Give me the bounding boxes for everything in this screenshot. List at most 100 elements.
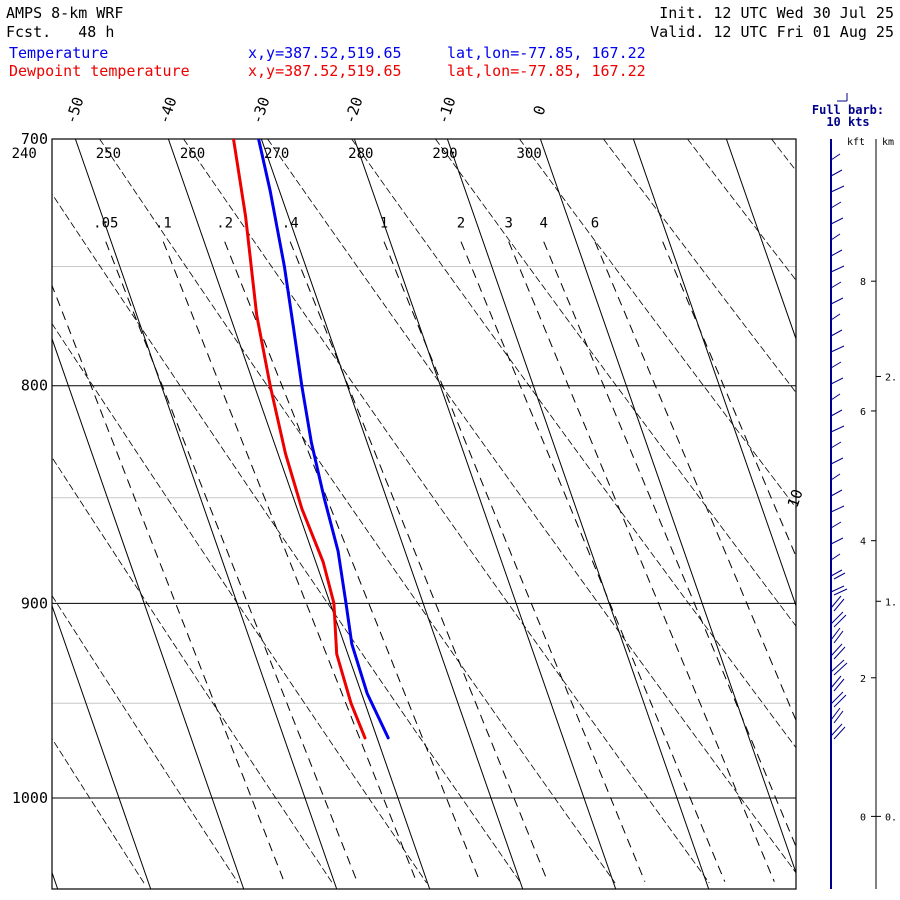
- wind-barb: [830, 345, 845, 353]
- theta-label: 250: [96, 146, 121, 162]
- wind-barb: [830, 553, 841, 561]
- wind-barb: [830, 611, 844, 625]
- wind-barb: [830, 627, 841, 641]
- isotherm: [725, 139, 796, 341]
- mixing-ratio-line: [224, 241, 481, 882]
- dewpoint-profile: [232, 139, 367, 740]
- wind-barb: [830, 457, 844, 465]
- wind-barb: [830, 233, 841, 241]
- mixing-ratio-line: [594, 241, 796, 722]
- mixing-ratio-line: [662, 241, 796, 558]
- wind-barb: [830, 153, 841, 161]
- wind-barb: [830, 505, 845, 513]
- dry-adiabat: [771, 139, 796, 172]
- kft-tick-label: 8: [860, 277, 866, 288]
- isotherm: [353, 139, 617, 889]
- kft-tick-label: 0: [860, 812, 866, 823]
- isotherm-label: -10: [434, 95, 460, 126]
- wind-barb: [830, 185, 845, 193]
- wind-barb: [830, 313, 841, 321]
- wind-barb: [830, 707, 841, 721]
- isotherm: [260, 139, 524, 889]
- dry-adiabat: [603, 139, 796, 394]
- isotherm: [539, 139, 796, 875]
- isotherm: [52, 604, 152, 889]
- isotherm-label: 10: [784, 487, 807, 510]
- wind-barb: [830, 265, 845, 273]
- mixing-ratio-label: 3: [504, 216, 512, 232]
- dry-adiabat: [99, 139, 616, 884]
- mixing-ratio-label: 1: [380, 216, 388, 232]
- dry-adiabat: [52, 737, 145, 884]
- mixing-ratio-line: [289, 241, 549, 882]
- wind-barb: [833, 710, 844, 724]
- wind-barb: [830, 521, 842, 529]
- wind-barb: [833, 588, 848, 596]
- pressure-tick-label: 900: [21, 594, 48, 612]
- wind-barb: [833, 614, 847, 628]
- wind-barb: [833, 598, 845, 612]
- wind-barb: [833, 662, 848, 676]
- wind-barb: [830, 473, 841, 481]
- legend-temperature-xy: x,y=387.52,519.65: [248, 44, 402, 62]
- mixing-ratio-line: [508, 241, 775, 882]
- kft-axis-label: kft: [847, 137, 865, 148]
- dry-adiabat: [52, 594, 239, 884]
- theta-label: 240: [12, 146, 37, 162]
- mixing-ratio-line: [52, 284, 285, 882]
- pressure-tick-label: 800: [21, 377, 48, 395]
- isotherm: [167, 139, 431, 889]
- mixing-ratio-line: [543, 241, 796, 848]
- pressure-tick-label: 700: [21, 130, 48, 148]
- kft-tick-label: 4: [860, 537, 866, 548]
- wind-barb: [830, 361, 842, 369]
- isotherm: [632, 139, 796, 608]
- wind-barb: [833, 726, 846, 740]
- wind-barb: [830, 329, 843, 337]
- mixing-ratio-label: 4: [540, 216, 548, 232]
- model-title: AMPS 8-km WRF: [6, 4, 124, 22]
- wind-legend-units: 10 kts: [826, 115, 869, 129]
- wind-barb: [830, 425, 845, 433]
- legend-dewpoint-xy: x,y=387.52,519.65: [248, 62, 402, 80]
- wind-legend-title: Full barb:: [812, 103, 884, 117]
- wind-barb: [830, 297, 844, 305]
- mixing-ratio-line: [105, 241, 358, 882]
- plot-frame: [51, 138, 797, 890]
- mixing-ratio-label: .4: [282, 216, 299, 232]
- dry-adiabat: [855, 139, 900, 883]
- kft-tick-label: 2: [860, 674, 866, 685]
- isotherm-label: -40: [155, 95, 181, 126]
- wind-barb: [830, 169, 843, 177]
- wind-barb: [830, 393, 841, 401]
- legend-temperature-name: Temperature: [9, 44, 109, 62]
- wind-barb: [833, 646, 846, 660]
- wind-barb: [830, 675, 842, 689]
- wind-barb: [830, 441, 842, 449]
- mixing-ratio-label: .05: [93, 216, 118, 232]
- dry-adiabat: [435, 139, 796, 627]
- wind-barb: [830, 249, 843, 257]
- wind-barb: [833, 678, 845, 692]
- dry-adiabat: [519, 139, 796, 509]
- wind-barb: [830, 201, 842, 209]
- wind-barb: [830, 723, 843, 737]
- mixing-ratio-label: .2: [216, 216, 233, 232]
- wind-barb: [833, 694, 847, 708]
- theta-label: 260: [180, 146, 205, 162]
- mixing-ratio-line: [383, 241, 646, 882]
- theta-label: 290: [432, 146, 457, 162]
- km-tick-label: 2.: [885, 372, 897, 383]
- theta-label: 280: [348, 146, 373, 162]
- legend-dewpoint-latlon: lat,lon=-77.85, 167.22: [447, 62, 646, 80]
- isotherm-label: -50: [62, 95, 88, 126]
- wind-barb: [830, 537, 844, 545]
- dry-adiabat: [687, 139, 796, 281]
- mixing-ratio-label: .1: [155, 216, 172, 232]
- wind-barb: [830, 217, 844, 225]
- wind-barb: [830, 691, 844, 705]
- wind-barb: [830, 585, 845, 593]
- dry-adiabat: [52, 193, 522, 884]
- dry-adiabat: [0, 139, 50, 883]
- mixing-ratio-line: [460, 241, 726, 882]
